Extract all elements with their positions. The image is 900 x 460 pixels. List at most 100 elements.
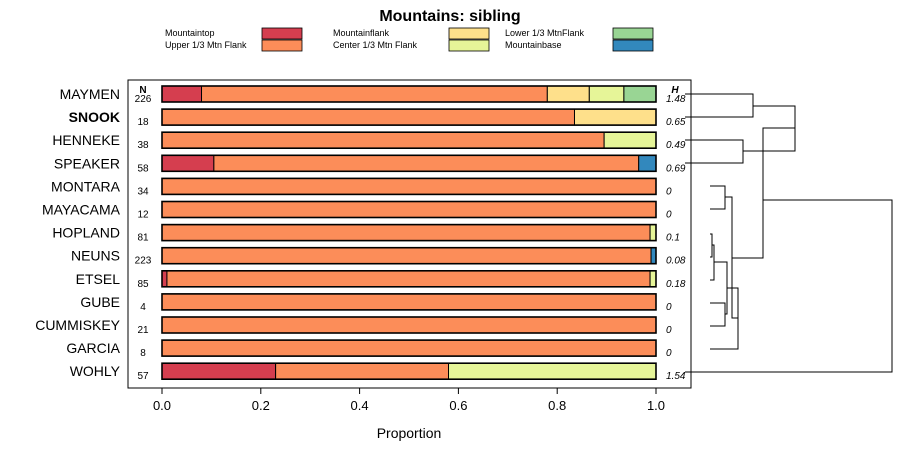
bar-segment: [588, 85, 625, 103]
population-label: ETSEL: [76, 271, 121, 287]
dendrogram-branch: [685, 139, 744, 164]
bar-segment: [161, 362, 277, 380]
diversity-h-label: 1.48: [666, 94, 686, 105]
legend-swatch: [448, 39, 490, 52]
sample-size-label: 58: [137, 163, 149, 174]
x-tick-label: 0.0: [153, 398, 171, 413]
diversity-h-label: 0: [666, 348, 672, 359]
chart-title: Mountains: sibling: [379, 8, 520, 25]
x-tick-label: 0.2: [252, 398, 270, 413]
diversity-h-labels: 1.48 0.65 0.49 0.69 0 0 0.1 0.08 0.18 0 0 0 1.54: [666, 94, 686, 382]
population-label: GUBE: [80, 294, 120, 310]
bar-segment: [161, 177, 657, 195]
legend: Mountaintop Mountainflank Lower 1/3 MtnFla…: [165, 27, 654, 52]
bar-segment: [161, 247, 652, 265]
bar-outline: [161, 177, 657, 196]
dendrogram-branch: [732, 127, 795, 259]
bar-outline: [161, 108, 657, 126]
bar-outline: [161, 293, 657, 311]
population-label: NEUNS: [71, 248, 120, 264]
bar-outline: [161, 154, 657, 173]
sample-size-label: 57: [137, 371, 149, 382]
legend-swatch: [261, 27, 303, 40]
x-tick-label: 0.6: [449, 398, 467, 413]
h-header: H: [671, 85, 679, 96]
bars-group: [161, 85, 657, 381]
bar-outline: [161, 269, 657, 288]
bar-segment: [623, 85, 657, 103]
legend-label: Lower 1/3 MtnFlank: [505, 28, 585, 38]
bar-outline: [161, 223, 657, 242]
population-label: SPEAKER: [54, 155, 120, 171]
dendrogram-branch: [710, 185, 726, 210]
sample-size-labels: 226 18 38 58 34 12 81 223 85 4 21 8 57: [135, 94, 152, 382]
bar-outline: [161, 131, 657, 149]
population-label: HOPLAND: [52, 225, 120, 241]
bar-segment: [161, 131, 605, 149]
diversity-h-label: 0.1: [666, 233, 680, 244]
legend-label: Upper 1/3 Mtn Flank: [165, 40, 247, 50]
dendrogram-branch: [685, 93, 754, 118]
bar-outline: [161, 200, 657, 219]
bar-segment: [161, 85, 203, 103]
legend-label: Center 1/3 Mtn Flank: [333, 40, 418, 50]
sample-size-label: 8: [140, 348, 146, 359]
sample-size-label: 18: [137, 117, 149, 128]
bar-segment: [603, 131, 657, 149]
bar-outline: [161, 362, 657, 381]
population-label: GARCIA: [66, 340, 120, 356]
bar-outline: [161, 339, 657, 357]
bar-outline: [161, 246, 657, 265]
legend-label: Mountaintop: [165, 28, 215, 38]
legend-swatch: [448, 27, 490, 40]
population-label: MAYACAMA: [42, 202, 121, 218]
legend-swatch: [612, 27, 654, 40]
diversity-h-label: 0.69: [666, 163, 686, 174]
sample-size-label: 85: [137, 279, 149, 290]
sample-size-label: 12: [137, 210, 149, 221]
diversity-h-label: 0.08: [666, 256, 686, 267]
diversity-h-label: 0.49: [666, 140, 686, 151]
diversity-h-label: 0: [666, 302, 672, 313]
bar-segment: [275, 362, 450, 380]
dendrogram: [685, 93, 893, 373]
sample-size-label: 226: [135, 94, 152, 105]
bar-segment: [213, 154, 640, 172]
population-labels: MAYMEN SNOOK HENNEKE SPEAKER MONTARA MAYACAMA…: [35, 86, 120, 379]
x-axis: 0.0 0.2 0.4 0.6 0.8 1.0: [153, 388, 665, 413]
population-label: SNOOK: [69, 109, 120, 125]
bar-segment: [161, 339, 657, 357]
x-tick-label: 0.8: [548, 398, 566, 413]
bar-segment: [201, 85, 548, 103]
sample-size-label: 21: [137, 325, 149, 336]
diversity-h-label: 0: [666, 186, 672, 197]
bar-segment: [448, 362, 657, 380]
sample-size-label: 34: [137, 186, 149, 197]
sample-size-label: 223: [135, 256, 152, 267]
bar-segment: [649, 224, 657, 242]
dendrogram-branch: [685, 199, 893, 373]
bar-segment: [161, 108, 575, 126]
bar-outline: [161, 85, 657, 103]
dendrogram-branch: [710, 302, 726, 327]
sample-size-label: 81: [137, 233, 149, 244]
bar-segment: [161, 201, 657, 218]
sample-size-label: 38: [137, 140, 149, 151]
bar-segment: [161, 154, 215, 172]
population-label: MONTARA: [51, 178, 121, 194]
bar-segment: [161, 316, 657, 334]
bar-segment: [166, 270, 651, 288]
bar-segment: [638, 154, 657, 172]
x-axis-label: Proportion: [377, 425, 442, 441]
n-header: N: [139, 85, 146, 96]
bar-outline: [161, 316, 657, 334]
bar-segment: [573, 108, 657, 126]
legend-swatch: [261, 39, 303, 52]
population-label: WOHLY: [70, 363, 121, 379]
legend-label: Mountainbase: [505, 40, 562, 50]
dendrogram-branch: [710, 233, 713, 258]
x-tick-label: 1.0: [647, 398, 665, 413]
diversity-h-label: 1.54: [666, 371, 686, 382]
sample-size-label: 4: [140, 302, 146, 313]
